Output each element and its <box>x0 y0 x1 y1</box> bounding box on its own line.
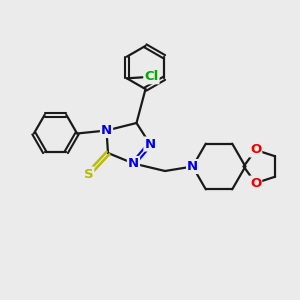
Text: N: N <box>101 124 112 137</box>
Text: N: N <box>187 160 198 173</box>
Text: N: N <box>128 157 139 170</box>
Text: Cl: Cl <box>144 70 158 83</box>
Text: O: O <box>250 143 261 157</box>
Text: O: O <box>250 176 261 190</box>
Text: S: S <box>84 167 93 181</box>
Text: N: N <box>144 137 156 151</box>
